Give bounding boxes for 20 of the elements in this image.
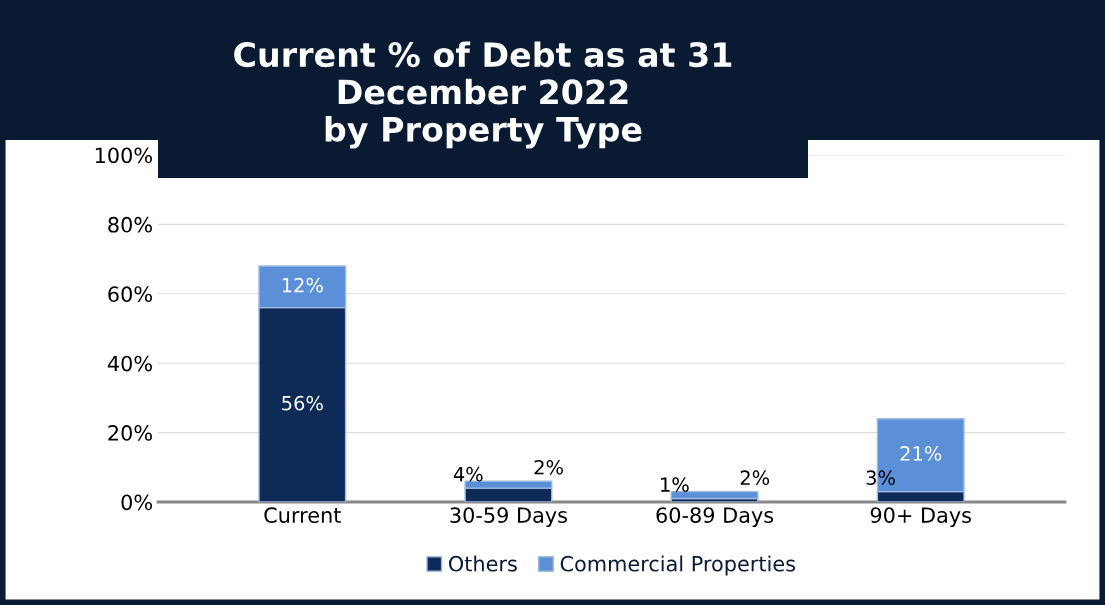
chart-title: Current % of Debt as at 31 December 2022 by Property Type (234, 41, 732, 149)
data-label: 2% (534, 459, 563, 475)
y-tick-label: 60% (108, 286, 152, 303)
y-tick-label: 40% (107, 355, 152, 372)
data-label: 21% (900, 446, 942, 461)
y-tick-label: 100% (95, 147, 152, 164)
y-tick-label: 80% (108, 216, 152, 233)
data-label: 12% (282, 277, 323, 293)
data-label: 2% (740, 470, 770, 486)
y-tick-label: 0% (121, 494, 152, 511)
legend-label: Commercial Properties (560, 555, 795, 576)
data-label: 4% (453, 466, 483, 482)
data-label: 56% (282, 395, 323, 411)
y-tick-label: 20% (108, 425, 152, 441)
x-tick-label: 90+ Days (870, 507, 971, 528)
legend-label: Others (449, 555, 517, 572)
x-tick-label: 30-59 Days (450, 507, 567, 528)
x-tick-label: Current (264, 507, 341, 523)
x-tick-label: 60-89 Days (656, 507, 774, 528)
data-label: 1% (661, 477, 689, 492)
